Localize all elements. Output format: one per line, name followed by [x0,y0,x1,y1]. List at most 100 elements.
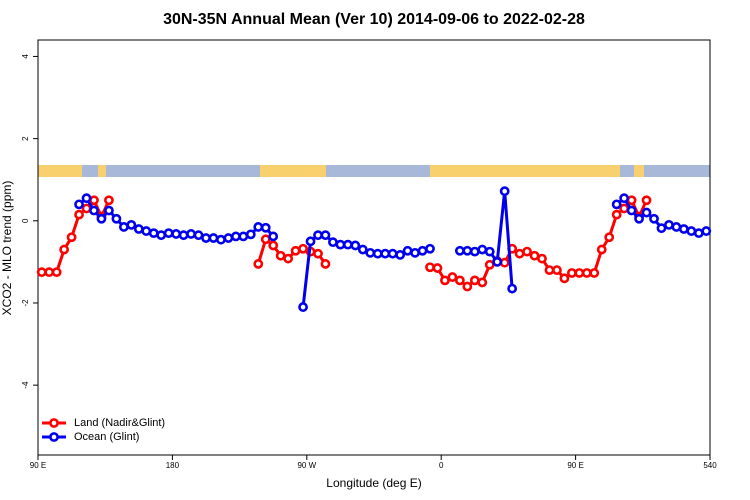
data-point [290,245,301,256]
data-point [357,244,368,255]
y-tick-label: -4 [21,381,30,389]
land-band [260,165,326,177]
data-point [507,283,518,294]
data-point [126,220,137,230]
data-point [171,229,182,239]
land-mask-strip [38,165,710,177]
chart-title: 30N-35N Annual Mean (Ver 10) 2014-09-06 … [163,11,585,28]
data-point [313,248,323,259]
data-point [66,232,77,243]
data-point [477,277,488,288]
data-point [462,245,473,256]
data-point [141,226,152,236]
y-tick-label: 0 [21,218,30,223]
data-point [686,226,697,236]
data-point [566,268,577,278]
data-point [499,257,510,268]
land-band [98,165,106,177]
legend-label: Ocean (Glint) [74,431,139,443]
data-point [641,195,652,206]
data-point [499,186,510,197]
data-point [529,250,540,261]
data-point [537,253,547,264]
data-point [641,207,652,218]
data-point [283,253,294,264]
data-point [611,209,622,220]
y-tick-label: 2 [21,136,30,141]
data-point [238,231,249,242]
data-point [387,248,398,259]
data-point [335,239,346,250]
data-point [186,229,196,239]
data-point [74,199,84,210]
data-point [320,259,331,269]
data-point [611,199,622,210]
data-point [178,230,189,241]
data-point [118,222,129,232]
data-point [104,195,114,206]
data-point [245,229,256,240]
data-point [81,193,92,204]
data-point [298,302,308,312]
data-point [260,222,271,233]
data-point [253,222,264,232]
land-band [38,165,82,177]
data-point [484,246,495,257]
data-point [253,259,264,269]
data-point [305,236,316,247]
data-point [552,265,562,275]
data-point [626,205,637,216]
data-point [268,231,279,242]
data-point [268,240,279,251]
data-point [44,267,55,278]
data-point [208,233,219,243]
data-point [223,233,234,243]
data-point [51,267,62,278]
data-point [89,195,99,206]
data-point [604,232,615,243]
data-point [701,226,712,236]
data-point [260,234,271,245]
data-point [81,203,92,214]
data-point [395,249,406,260]
data-point [462,281,473,292]
data-point [425,243,435,254]
x-tick-label: 0 [439,461,444,470]
data-point [313,230,323,241]
data-point [589,268,600,278]
data-point [581,268,592,278]
data-point [216,234,226,245]
legend-marker [49,418,59,428]
plot-frame [37,39,711,456]
data-point [163,228,174,239]
data-point [626,195,637,206]
data-point [693,228,704,239]
data-point [59,244,70,255]
y-tick-label: -2 [21,299,30,307]
x-tick-label: 540 [703,461,717,470]
data-point [298,243,308,254]
data-point [634,213,644,224]
data-point [111,213,122,224]
data-point [671,222,682,232]
data-point [320,230,331,241]
data-point [522,246,532,257]
y-tick-label: 4 [21,54,30,59]
land-band [430,165,620,177]
x-tick-label: 180 [166,461,180,470]
data-point [454,275,465,286]
data-point [148,228,159,239]
data-point [440,275,450,286]
y-axis-label: XCO2 - MLO trend (ppm) [0,181,14,316]
data-point [328,237,338,248]
data-point [469,275,480,286]
x-tick-label: 90 E [567,461,583,470]
data-point [619,193,630,204]
data-point [89,205,99,216]
data-point [193,230,204,241]
data-point [104,205,114,216]
data-point [402,245,413,256]
data-point [544,265,555,275]
